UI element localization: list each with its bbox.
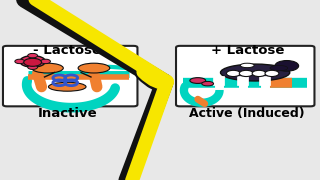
Ellipse shape	[48, 82, 86, 91]
Ellipse shape	[270, 65, 288, 71]
Circle shape	[24, 58, 42, 66]
Circle shape	[28, 53, 37, 58]
Circle shape	[239, 70, 253, 76]
Text: + Lactose: + Lactose	[211, 44, 284, 57]
Circle shape	[275, 60, 299, 71]
Text: - Lactose: - Lactose	[33, 44, 101, 57]
Text: Active (Induced): Active (Induced)	[189, 107, 305, 120]
Ellipse shape	[240, 63, 254, 68]
Circle shape	[252, 70, 266, 76]
Ellipse shape	[78, 63, 110, 73]
Circle shape	[41, 59, 51, 64]
Ellipse shape	[190, 78, 206, 84]
Ellipse shape	[32, 63, 63, 73]
Ellipse shape	[202, 81, 213, 86]
Circle shape	[227, 70, 240, 76]
Circle shape	[28, 65, 37, 69]
FancyBboxPatch shape	[176, 46, 315, 106]
Circle shape	[15, 59, 25, 64]
Circle shape	[265, 70, 279, 76]
FancyBboxPatch shape	[3, 46, 138, 106]
Ellipse shape	[220, 64, 290, 81]
Ellipse shape	[20, 56, 45, 67]
Text: Inactive: Inactive	[37, 107, 97, 120]
